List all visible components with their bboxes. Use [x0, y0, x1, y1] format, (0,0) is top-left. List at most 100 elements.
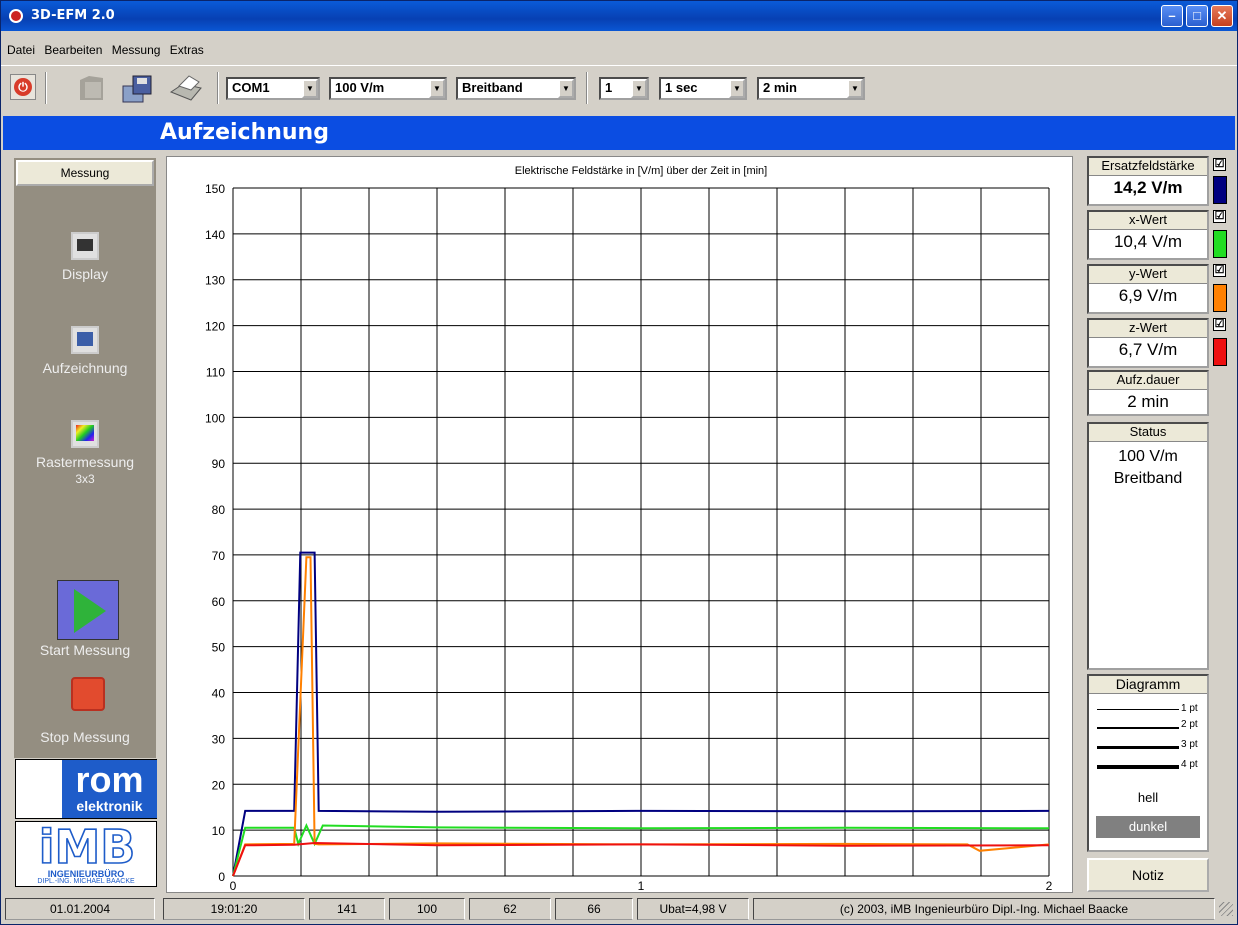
y-tick-label: 30	[212, 732, 226, 746]
close-button[interactable]: ✕	[1211, 5, 1233, 27]
y-tick-label: 0	[218, 870, 225, 884]
y-tick-label: 150	[205, 182, 225, 196]
channel-select[interactable]: 1 ▼	[599, 77, 649, 100]
x-checkbox[interactable]: ☑	[1213, 210, 1226, 223]
y-tick-label: 140	[205, 228, 225, 242]
stop-label[interactable]: Stop Messung	[40, 729, 130, 745]
channel-select-value: 1	[605, 80, 613, 95]
notiz-button[interactable]: Notiz	[1087, 858, 1209, 892]
chevron-down-icon[interactable]: ▼	[729, 79, 745, 98]
y-tick-label: 10	[212, 824, 226, 838]
menu-extras[interactable]: Extras	[169, 43, 204, 57]
z-label: z-Wert	[1089, 320, 1207, 338]
z-value: 6,7 V/m	[1118, 340, 1178, 359]
chevron-down-icon[interactable]: ▼	[429, 79, 445, 98]
y-color-swatch[interactable]	[1213, 284, 1227, 312]
minimize-icon: –	[1168, 8, 1176, 23]
page-header: Aufzeichnung	[3, 116, 1235, 150]
status-box: Status 100 V/m Breitband	[1087, 422, 1209, 670]
status-copyright: (c) 2003, iMB Ingenieurbüro Dipl.-Ing. M…	[753, 898, 1215, 920]
resize-grip-icon[interactable]	[1219, 902, 1233, 916]
maximize-button[interactable]: □	[1186, 5, 1208, 27]
z-box: z-Wert 6,7 V/m	[1087, 318, 1209, 368]
nav-aufzeichnung-label: Aufzeichnung	[42, 360, 128, 376]
status-value-2: 100	[389, 898, 465, 920]
z-checkbox[interactable]: ☑	[1213, 318, 1226, 331]
start-button[interactable]	[57, 580, 119, 640]
save-disk-icon	[122, 75, 152, 103]
status-value-3: 62	[469, 898, 551, 920]
open-file-button[interactable]	[77, 74, 107, 102]
title-bar[interactable]: 3D-EFM 2.0 – □ ✕	[1, 1, 1237, 31]
line-3pt-option[interactable]	[1097, 746, 1179, 749]
toolbar-separator	[586, 72, 588, 104]
window-title: 3D-EFM 2.0	[31, 8, 115, 23]
line-2pt-option[interactable]	[1097, 727, 1179, 729]
duration-box: Aufz.dauer 2 min	[1087, 370, 1209, 416]
minimize-button[interactable]: –	[1161, 5, 1183, 27]
status-value-1: 141	[309, 898, 385, 920]
panel-heading: Messung	[16, 160, 154, 186]
imb-logo: iMB INGENIEURBÜRO DIPL.-ING. MICHAEL BAA…	[15, 821, 157, 887]
chevron-down-icon[interactable]: ▼	[302, 79, 318, 98]
dark-theme-option[interactable]: dunkel	[1096, 816, 1200, 838]
series-line-total	[232, 551, 1050, 877]
nav-aufzeichnung[interactable]: Aufzeichnung	[14, 326, 156, 376]
x-tick-label: 1	[638, 879, 645, 892]
nav-rastermessung-sub: 3x3	[75, 472, 95, 486]
line-2pt-label: 2 pt	[1181, 719, 1198, 730]
line-1pt-option[interactable]	[1097, 709, 1179, 710]
power-button[interactable]: ⏻	[10, 74, 36, 100]
status-band: Breitband	[1113, 470, 1183, 487]
x-color-swatch[interactable]	[1213, 230, 1227, 258]
y-tick-label: 70	[212, 549, 226, 563]
y-tick-label: 110	[206, 365, 225, 379]
print-button[interactable]	[167, 74, 202, 102]
left-panel: Messung Display Aufzeichnung Rastermessu…	[14, 158, 156, 758]
chart-title: Elektrische Feldstärke in [V/m] über der…	[515, 165, 767, 177]
y-tick-label: 40	[212, 687, 226, 701]
chevron-down-icon[interactable]: ▼	[558, 79, 574, 98]
monitor-icon	[71, 232, 99, 260]
menu-messung[interactable]: Messung	[111, 43, 161, 57]
status-bar: 01.01.2004 19:01:20 141 100 62 66 Ubat=4…	[3, 898, 1235, 922]
y-tick-label: 120	[205, 320, 225, 334]
light-theme-option[interactable]: hell	[1137, 790, 1159, 805]
y-tick-label: 130	[205, 274, 225, 288]
z-color-swatch[interactable]	[1213, 338, 1227, 366]
close-icon: ✕	[1216, 8, 1228, 23]
y-tick-label: 50	[212, 641, 226, 655]
y-checkbox[interactable]: ☑	[1213, 264, 1226, 277]
band-select[interactable]: Breitband ▼	[456, 77, 576, 100]
x-tick-label: 0	[230, 879, 237, 892]
stop-button[interactable]	[71, 677, 105, 711]
chevron-down-icon[interactable]: ▼	[847, 79, 863, 98]
status-value-4: 66	[555, 898, 633, 920]
nav-display[interactable]: Display	[14, 232, 156, 282]
save-button[interactable]	[121, 74, 152, 103]
app-icon	[9, 9, 23, 23]
status-date: 01.01.2004	[5, 898, 155, 920]
total-color-swatch[interactable]	[1213, 176, 1227, 204]
nav-rastermessung-label: Rastermessung	[35, 454, 135, 470]
chevron-down-icon[interactable]: ▼	[631, 79, 647, 98]
field-strength-chart: Elektrische Feldstärke in [V/m] über der…	[166, 156, 1073, 893]
line-4pt-option[interactable]	[1097, 765, 1179, 769]
x-label: x-Wert	[1089, 212, 1207, 230]
total-box: Ersatzfeldstärke 14,2 V/m	[1087, 156, 1209, 206]
duration-select[interactable]: 2 min ▼	[757, 77, 865, 100]
nav-rastermessung[interactable]: Rastermessung 3x3	[14, 420, 156, 486]
menu-bearbeiten[interactable]: Bearbeiten	[44, 43, 103, 57]
y-tick-label: 80	[212, 503, 226, 517]
menu-datei[interactable]: Datei	[7, 43, 36, 57]
total-checkbox[interactable]: ☑	[1213, 158, 1226, 171]
interval-select[interactable]: 1 sec ▼	[659, 77, 747, 100]
port-select[interactable]: COM1 ▼	[226, 77, 320, 100]
y-tick-label: 90	[212, 457, 226, 471]
range-select[interactable]: 100 V/m ▼	[329, 77, 447, 100]
page-title: Aufzeichnung	[160, 120, 329, 145]
chart-svg: Elektrische Feldstärke in [V/m] über der…	[205, 165, 1053, 893]
start-label[interactable]: Start Messung	[39, 642, 131, 658]
menu-bar: Datei Bearbeiten Messung Extras	[1, 43, 1237, 61]
